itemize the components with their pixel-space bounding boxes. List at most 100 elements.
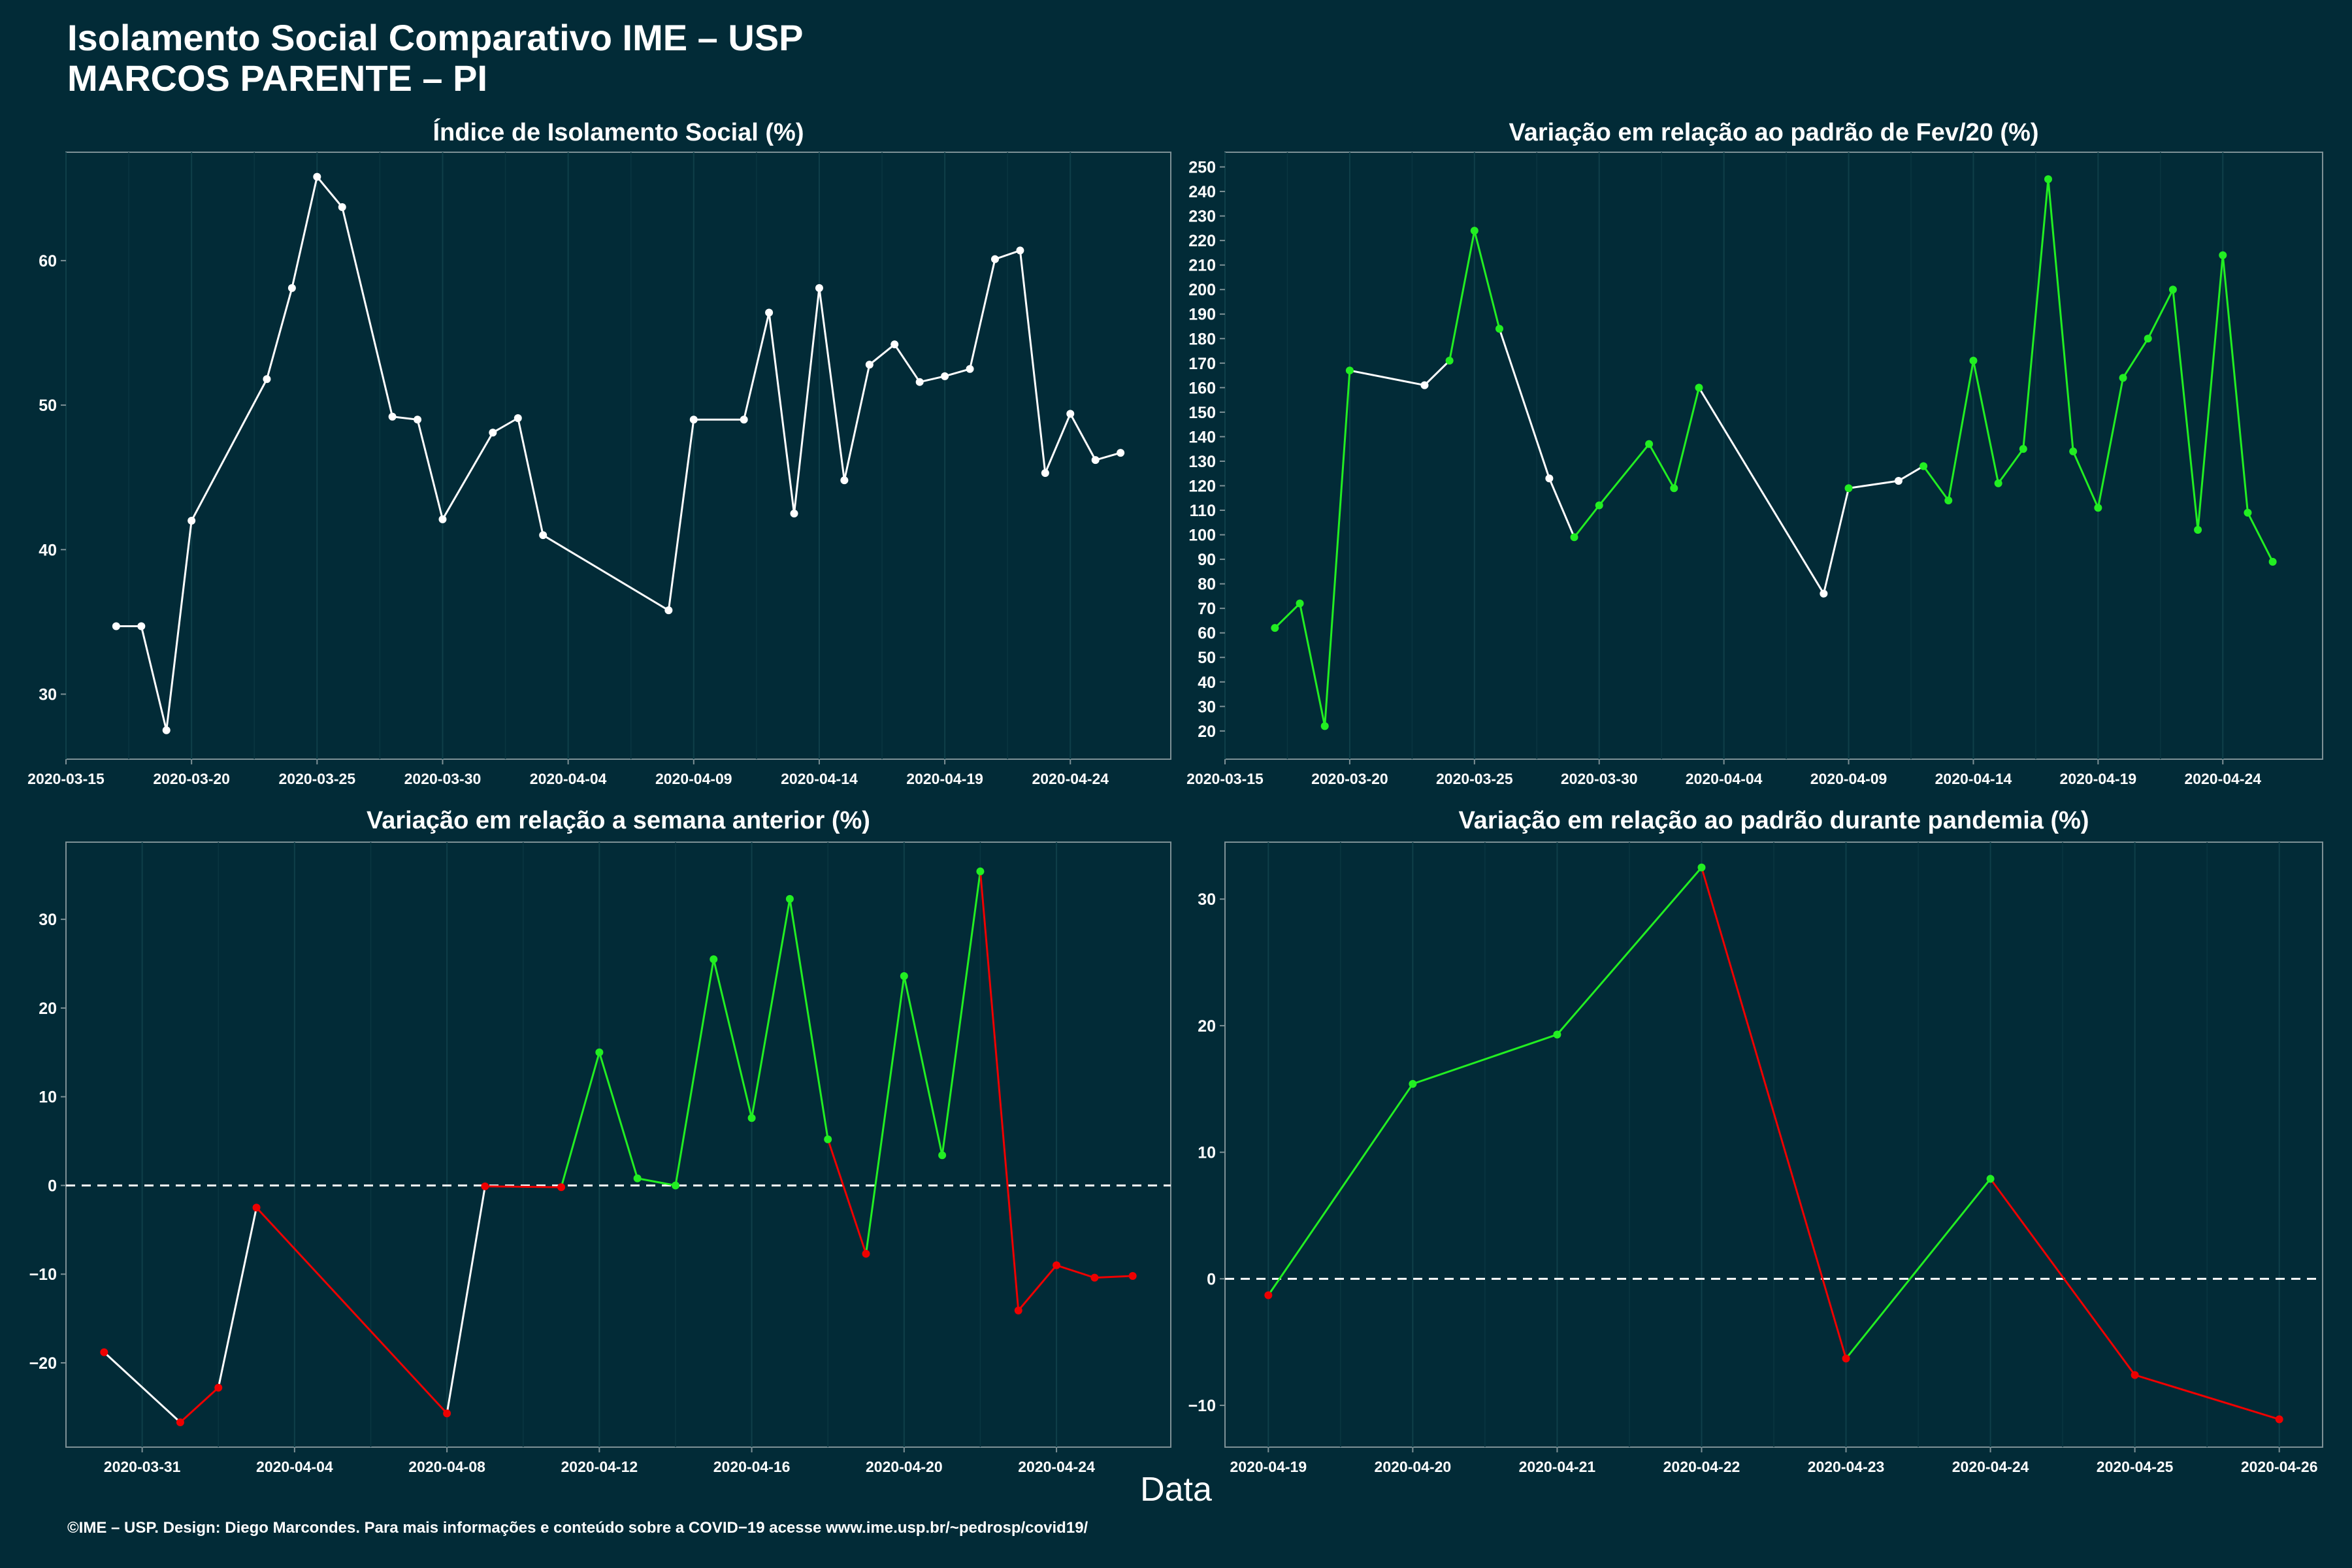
- series-segment: [712, 958, 753, 1119]
- series-segment: [868, 344, 896, 366]
- series-segment: [266, 287, 293, 380]
- series-segment: [1848, 480, 1899, 489]
- x-tick-label: 2020-04-24: [1032, 770, 1109, 787]
- x-tick-label: 2020-03-30: [1561, 770, 1638, 787]
- data-point: [514, 414, 522, 422]
- x-tick-label: 2020-04-24: [2184, 770, 2261, 787]
- data-point: [765, 308, 774, 317]
- data-point: [1595, 501, 1603, 510]
- series-segment: [442, 432, 494, 520]
- series-segment: [165, 520, 193, 730]
- x-tick-label: 2020-04-20: [866, 1458, 943, 1475]
- data-point: [100, 1348, 108, 1356]
- series-segment: [1822, 487, 1850, 594]
- series-segment: [667, 419, 695, 611]
- data-point: [1919, 462, 1928, 470]
- y-tick-label: 20: [39, 1000, 57, 1018]
- data-point: [976, 867, 985, 875]
- series-segment: [2097, 378, 2125, 508]
- data-point: [1994, 479, 2002, 487]
- data-point: [747, 1114, 756, 1122]
- x-tick-label: 2020-03-25: [1436, 770, 1513, 787]
- series-segment: [826, 1139, 867, 1254]
- series-segment: [994, 249, 1021, 261]
- x-tick-label: 2020-04-09: [1810, 770, 1887, 787]
- series-segment: [2221, 255, 2249, 513]
- y-tick-label: 30: [39, 911, 57, 929]
- series-segment: [446, 1186, 486, 1414]
- data-point: [2119, 374, 2127, 382]
- series-segment: [1947, 360, 1974, 501]
- data-point: [1445, 357, 1454, 365]
- series-segment: [1017, 1264, 1058, 1311]
- series-segment: [818, 287, 845, 481]
- x-tick-label: 2020-04-04: [256, 1458, 333, 1475]
- x-tick-label: 2020-04-12: [561, 1458, 638, 1475]
- x-tick-label: 2020-04-08: [408, 1458, 485, 1475]
- data-point: [1090, 1273, 1099, 1282]
- y-tick-label: 50: [39, 397, 57, 415]
- data-point: [1053, 1261, 1061, 1269]
- data-point: [1014, 1306, 1022, 1315]
- data-point: [2168, 286, 2177, 294]
- data-point: [1645, 440, 1654, 448]
- series-segment: [1548, 478, 1575, 538]
- y-tick-label: 130: [1188, 453, 1216, 471]
- series-segment: [865, 975, 906, 1254]
- x-tick-label: 2020-04-21: [1519, 1458, 1596, 1475]
- series-segment: [1095, 451, 1121, 461]
- x-tick-label: 2020-04-19: [1230, 1458, 1307, 1475]
- y-tick-label: 210: [1188, 257, 1216, 275]
- data-point: [1296, 599, 1304, 608]
- data-point: [865, 361, 874, 369]
- data-point: [176, 1418, 184, 1426]
- y-tick-label: 200: [1188, 281, 1216, 299]
- series-segment: [560, 1052, 600, 1188]
- data-point: [1820, 589, 1828, 598]
- y-tick-label: 0: [1207, 1270, 1216, 1288]
- series-segment: [2072, 451, 2099, 508]
- series-segment: [944, 368, 970, 378]
- y-tick-label: 10: [39, 1088, 57, 1107]
- series-segment: [1424, 359, 1450, 386]
- data-point: [664, 606, 673, 615]
- series-segment: [793, 287, 821, 514]
- series-segment: [255, 1207, 448, 1414]
- data-point: [824, 1135, 832, 1143]
- series-segment: [903, 975, 943, 1156]
- data-point: [785, 894, 794, 903]
- data-point: [2275, 1415, 2283, 1424]
- series-segment: [492, 417, 519, 434]
- data-point: [263, 375, 271, 384]
- series-segment: [1473, 230, 1501, 329]
- series-segment: [1598, 443, 1650, 506]
- y-tick-label: 10: [1198, 1144, 1216, 1162]
- series-segment: [1556, 866, 1703, 1036]
- y-tick-label: 40: [1198, 674, 1216, 692]
- data-point: [2194, 526, 2202, 534]
- x-tick-label: 2020-04-04: [1686, 770, 1763, 787]
- data-point: [840, 476, 849, 485]
- data-point: [790, 509, 798, 517]
- y-tick-label: 150: [1188, 404, 1216, 422]
- data-point: [1894, 476, 1903, 485]
- y-tick-label: 60: [1198, 625, 1216, 643]
- series-segment: [2122, 338, 2149, 379]
- x-tick-label: 2020-04-14: [1935, 770, 2012, 787]
- data-point: [2144, 335, 2152, 343]
- panel-frame: [65, 841, 1171, 1448]
- y-tick-label: −10: [1188, 1397, 1216, 1415]
- data-point: [1545, 474, 1554, 483]
- series-segment: [1922, 465, 1950, 501]
- series-segment: [1698, 387, 1825, 595]
- data-point: [2244, 508, 2252, 517]
- x-tick-label: 2020-04-09: [655, 770, 732, 787]
- data-point: [2019, 445, 2027, 453]
- series-segment: [140, 626, 168, 731]
- series-segment: [1056, 1264, 1095, 1279]
- series-segment: [1989, 1178, 2136, 1376]
- data-point: [489, 429, 497, 437]
- series-segment: [1573, 504, 1600, 538]
- y-tick-label: 0: [48, 1177, 57, 1195]
- y-tick-label: 70: [1198, 600, 1216, 618]
